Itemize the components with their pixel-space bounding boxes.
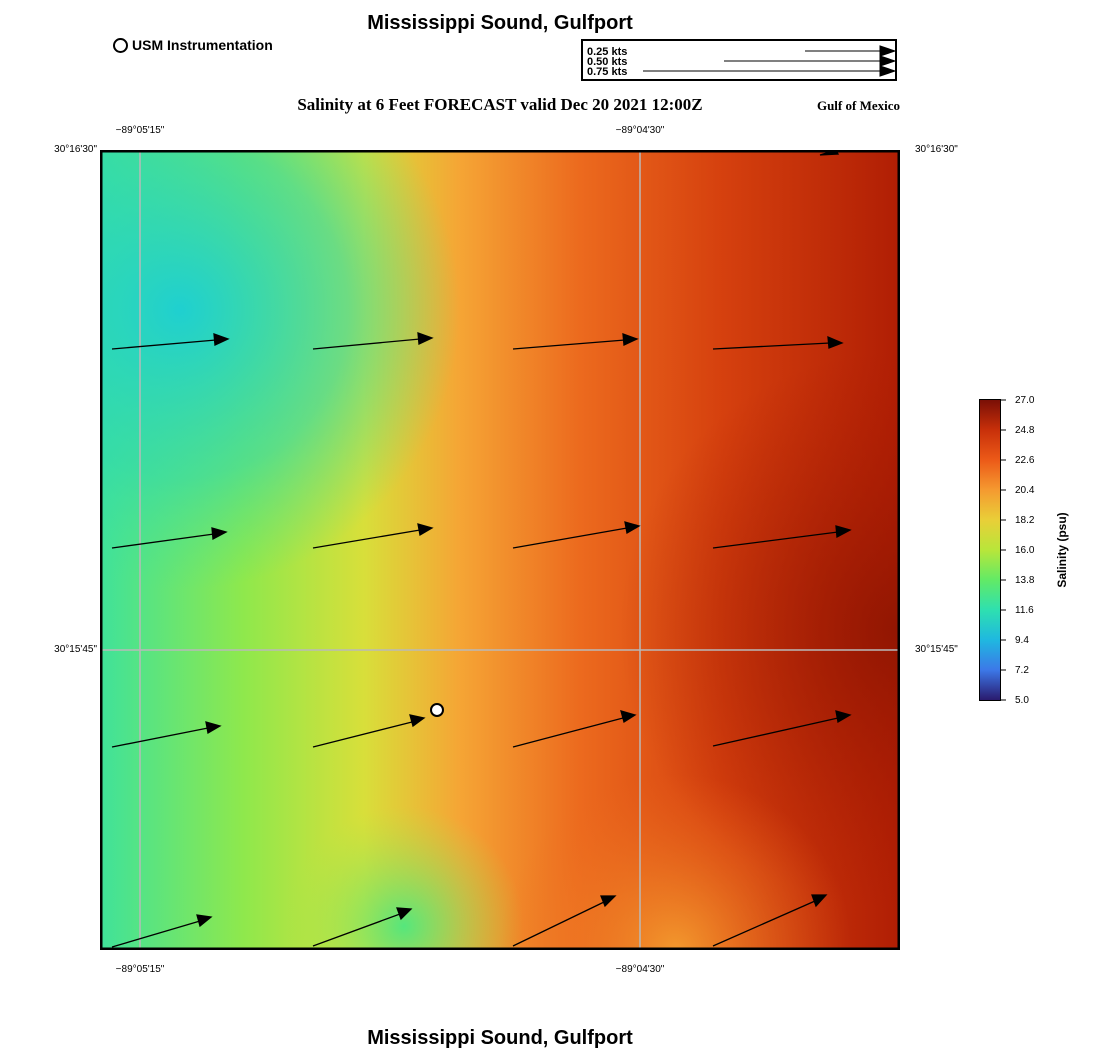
colorbar-tick-label: 13.8: [1015, 575, 1035, 586]
map-footer-title: Mississippi Sound, Gulfport: [367, 1027, 633, 1049]
salinity-colorbar: [979, 399, 1001, 701]
lat-label-right-2: 30°15'45": [915, 644, 958, 655]
colorbar-tick-label: 9.4: [1015, 635, 1029, 646]
lat-label-left-2: 30°15'45": [54, 644, 97, 655]
station-marker-icon: [113, 37, 128, 53]
scale-label-050: 0.50 kts: [587, 56, 628, 68]
usm-legend-label: USM Instrumentation: [132, 37, 273, 53]
forecast-subtitle: Salinity at 6 Feet FORECAST valid Dec 20…: [297, 95, 703, 114]
lon-label-top-1: −89°05'15": [115, 125, 165, 136]
colorbar-tick-label: 11.6: [1015, 605, 1034, 616]
colorbar-tick-label: 22.6: [1015, 455, 1035, 466]
colorbar-tick-label: 18.2: [1015, 515, 1035, 526]
salinity-map[interactable]: [100, 150, 900, 950]
lat-label-right-1: 30°16'30": [915, 144, 958, 155]
map-frame: [100, 150, 900, 950]
current-vectors: [111, 150, 852, 948]
region-label: Gulf of Mexico: [816, 98, 900, 113]
colorbar-tick-label: 7.2: [1015, 665, 1029, 676]
colorbar-title: Salinity (psu): [1055, 512, 1069, 588]
scale-label-075: 0.75 kts: [587, 66, 628, 78]
graticule: [100, 150, 900, 950]
scale-arrows: [643, 45, 895, 77]
colorbar-tick-label: 16.0: [1015, 545, 1035, 556]
lat-label-left-1: 30°16'30": [54, 144, 97, 155]
usm-legend: USM Instrumentation: [113, 37, 273, 53]
colorbar-tick-label: 20.4: [1015, 485, 1035, 496]
colorbar-ticks: [1000, 399, 1006, 701]
colorbar-tick-label: 24.8: [1015, 425, 1035, 436]
vector-scale-box: 0.25 kts 0.50 kts 0.75 kts: [581, 39, 897, 81]
usm-station-marker[interactable]: [430, 703, 444, 717]
colorbar-tick-label: 5.0: [1015, 695, 1029, 706]
lon-label-bottom-1: −89°05'15": [115, 964, 165, 975]
colorbar-tick-label: 27.0: [1015, 395, 1035, 406]
bottom-orange-area: [100, 150, 900, 950]
lon-label-bottom-2: −89°04'30": [615, 964, 665, 975]
lon-label-top-2: −89°04'30": [615, 125, 665, 136]
map-title: Mississippi Sound, Gulfport: [367, 12, 633, 34]
scale-label-025: 0.25 kts: [587, 46, 628, 58]
